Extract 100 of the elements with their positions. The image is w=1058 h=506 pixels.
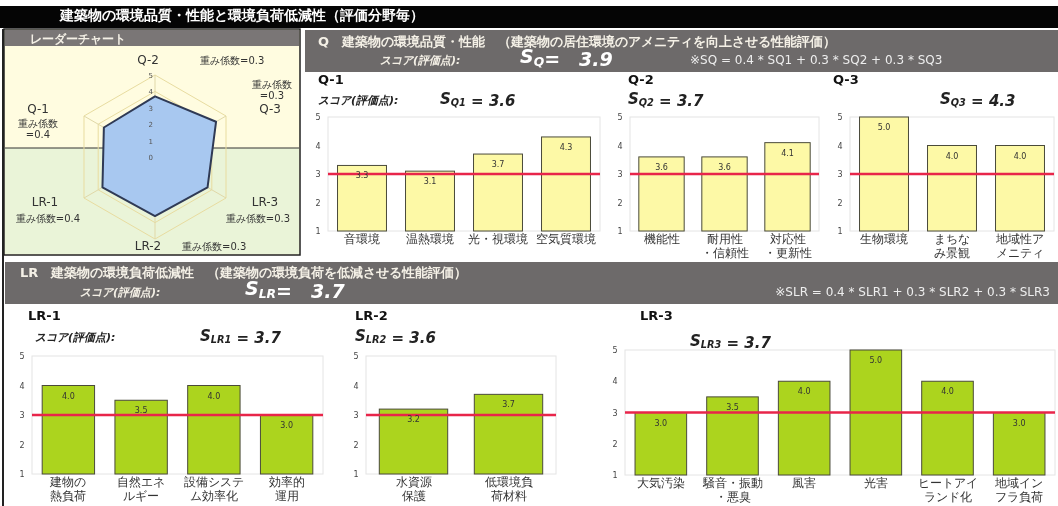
text: 重み係数=0.3 [200, 55, 265, 66]
x-tick-label: 光・視環境 [468, 232, 528, 246]
y-tick-label: 2 [353, 440, 359, 450]
spoke-label: Q-1 [27, 102, 49, 116]
data-label: 5.0 [877, 123, 891, 132]
data-label: 4.0 [62, 391, 75, 401]
y-tick-label: 4 [315, 141, 321, 151]
y-tick-label: 1 [19, 470, 25, 479]
text: S$_{Q2}$ = 3.7 [628, 90, 705, 111]
x-tick-label: 風害 [792, 476, 817, 490]
text: ※SQ = 0.4 * SQ1 + 0.3 * SQ2 + 0.3 * SQ3 [690, 53, 943, 67]
y-tick-label: 5 [315, 113, 321, 122]
y-tick-label: 3 [837, 170, 843, 179]
x-tick-label: 音環境 [344, 232, 380, 246]
x-tick-label: 水資源保護 [395, 475, 432, 503]
y-tick-label: 5 [837, 113, 843, 122]
y-tick-label: 2 [617, 198, 623, 208]
x-tick-label: 地域性アメニティ [995, 232, 1044, 260]
text: 重み係数=0.3 [252, 79, 292, 101]
y-tick-label: 1 [612, 471, 618, 480]
y-tick-label: 1 [617, 227, 623, 236]
y-tick-label: 1 [837, 227, 843, 236]
text: 重み係数=0.3 [182, 241, 247, 252]
x-tick-label: 設備システム効率化 [183, 475, 244, 503]
x-tick-label: まちなみ景観 [934, 232, 970, 260]
data-label: 4.0 [207, 391, 221, 401]
data-label: 4.0 [797, 387, 811, 397]
annotation: S$_{LR3}$ = 3.7 [690, 332, 772, 353]
chart-title: LR-2 [355, 308, 388, 323]
y-tick-label: 5 [353, 352, 359, 361]
y-tick-label: 4 [617, 141, 623, 151]
data-label: 4.3 [559, 142, 573, 152]
x-tick-label: 効率的運用 [268, 475, 305, 503]
x-tick-label: 生物環境 [860, 232, 908, 246]
y-tick-label: 2 [612, 439, 618, 449]
chart-title: 建築物の環境品質・性能と環境負荷低減性（評価分野毎） [59, 7, 424, 23]
data-label: 3.7 [491, 160, 505, 170]
data-label: 3.6 [655, 162, 668, 172]
x-tick-label: 大気汚染 [636, 476, 685, 490]
text: S$_{Q1}$ = 3.6 [440, 90, 516, 111]
spoke-label: LR-1 [31, 195, 59, 209]
y-tick-label: 5 [617, 113, 623, 122]
text: スコア(評価点): [318, 94, 399, 107]
data-label: 4.0 [1013, 151, 1027, 161]
text: S$_{Q3}$ = 4.3 [940, 90, 1016, 111]
data-label: 3.1 [423, 177, 437, 187]
chart-subtitle: レーダーチャート [30, 32, 126, 46]
data-label: 3.2 [407, 415, 420, 425]
x-tick-label: 建物の熱負荷 [49, 475, 87, 503]
y-tick-label: 1 [353, 470, 359, 479]
x-tick-label: 自然エネルギー [117, 475, 166, 503]
x-tick-label: 地域インフラ負荷 [994, 476, 1044, 504]
x-tick-label: 騒音・振動・悪臭 [701, 476, 763, 504]
chart-title: Q-1 [318, 72, 344, 87]
data-label: 3.5 [134, 406, 148, 416]
x-tick-label: 温熱環境 [406, 232, 454, 246]
data-label: 4.0 [945, 151, 959, 161]
data-label: 3.7 [502, 400, 515, 410]
y-tick-label: 4 [612, 377, 618, 387]
y-tick-label: 3 [315, 170, 321, 179]
y-tick-label: 3 [19, 411, 25, 420]
text: 重み係数=0.3 [225, 213, 291, 224]
data-label: 3.5 [726, 402, 739, 412]
chart-title: Q-2 [628, 72, 654, 87]
y-tick-label: 1 [315, 227, 321, 236]
text: ※SLR = 0.4 * SLR1 + 0.3 * SLR2 + 0.3 * SLR3 [775, 285, 1050, 299]
y-tick-label: 4 [19, 381, 25, 391]
data-label: 4.0 [941, 387, 954, 397]
x-tick-label: 光害 [863, 476, 888, 490]
y-tick-label: 4 [353, 381, 359, 391]
x-tick-label: 空気質環境 [536, 232, 596, 246]
chart-title: LR-1 [28, 308, 61, 323]
y-tick-label: 4 [837, 141, 843, 151]
y-tick-label: 2 [19, 440, 25, 450]
spoke-label: LR-3 [251, 195, 279, 209]
x-tick-label: 低環境負荷材料 [484, 475, 533, 503]
text: スコア(評価点): [80, 286, 161, 299]
chart-title: Q-3 [833, 72, 859, 87]
text: S$_{LR2}$ = 3.6 [355, 327, 436, 348]
spoke-label: Q-3 [259, 102, 281, 116]
data-label: 3.0 [280, 421, 293, 430]
y-tick-label: 5 [612, 346, 618, 355]
y-tick-label: 3 [617, 170, 623, 179]
spoke-label: LR-2 [134, 239, 162, 253]
text: S$_{LR1}$ = 3.7 [200, 327, 282, 348]
data-label: 3.6 [718, 162, 731, 172]
chart-title: LR-3 [640, 308, 673, 323]
text: LR 建築物の環境負荷低減性 （建築物の環境負荷を低減させる性能評価） [20, 265, 468, 280]
text: スコア(評価点): [35, 331, 116, 344]
x-tick-label: 耐用性・信頼性 [700, 232, 749, 260]
x-tick-label: 機能性 [643, 232, 680, 246]
text: 重み係数=0.4 [18, 118, 58, 140]
x-tick-label: ヒートアイランド化 [917, 476, 978, 504]
text: 重み係数=0.4 [15, 213, 81, 224]
y-tick-label: 2 [315, 198, 321, 208]
y-tick-label: 5 [19, 352, 25, 361]
data-label: 4.1 [781, 148, 794, 158]
text: スコア(評価点): [380, 54, 461, 67]
x-tick-label: 対応性・更新性 [763, 232, 812, 260]
data-label: 3.0 [654, 418, 668, 428]
